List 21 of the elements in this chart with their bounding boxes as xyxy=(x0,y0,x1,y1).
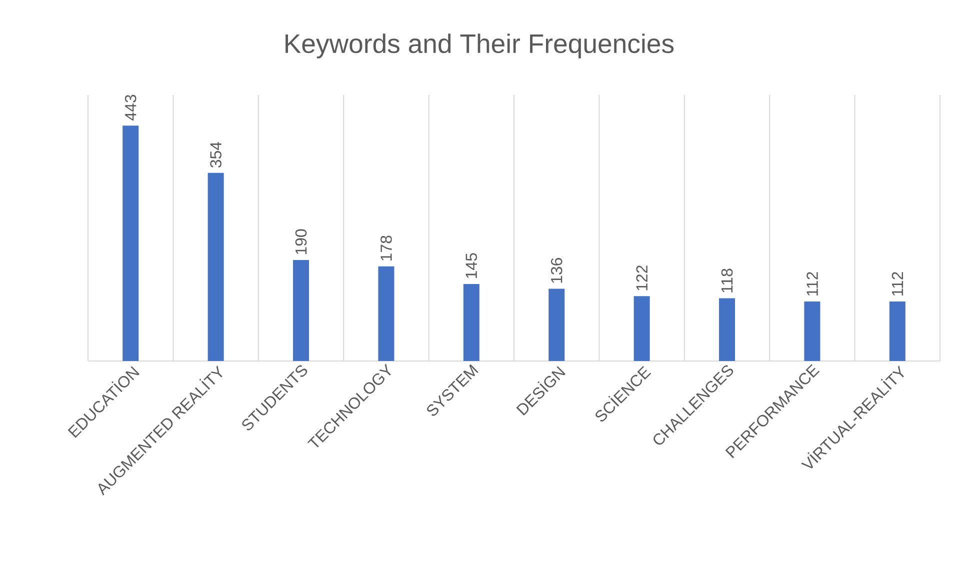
bar xyxy=(122,126,139,361)
data-label: 136 xyxy=(550,258,562,283)
data-label: 118 xyxy=(721,268,733,292)
bar xyxy=(463,284,480,361)
bar xyxy=(548,288,565,361)
bar xyxy=(634,296,650,361)
chart-title: Keywords and Their Frequencies xyxy=(286,34,674,58)
data-label: 145 xyxy=(466,253,477,278)
bar xyxy=(378,266,394,361)
bar xyxy=(804,301,820,361)
bar xyxy=(889,301,906,361)
data-label: 112 xyxy=(892,272,903,296)
data-label: 354 xyxy=(210,142,222,168)
bar xyxy=(208,172,224,361)
bar xyxy=(293,260,310,361)
data-label: 112 xyxy=(806,272,818,296)
bar xyxy=(719,298,736,361)
data-label: 443 xyxy=(124,94,136,121)
data-label: 178 xyxy=(380,236,392,260)
data-label: 190 xyxy=(295,229,307,254)
data-label: 122 xyxy=(636,266,648,290)
